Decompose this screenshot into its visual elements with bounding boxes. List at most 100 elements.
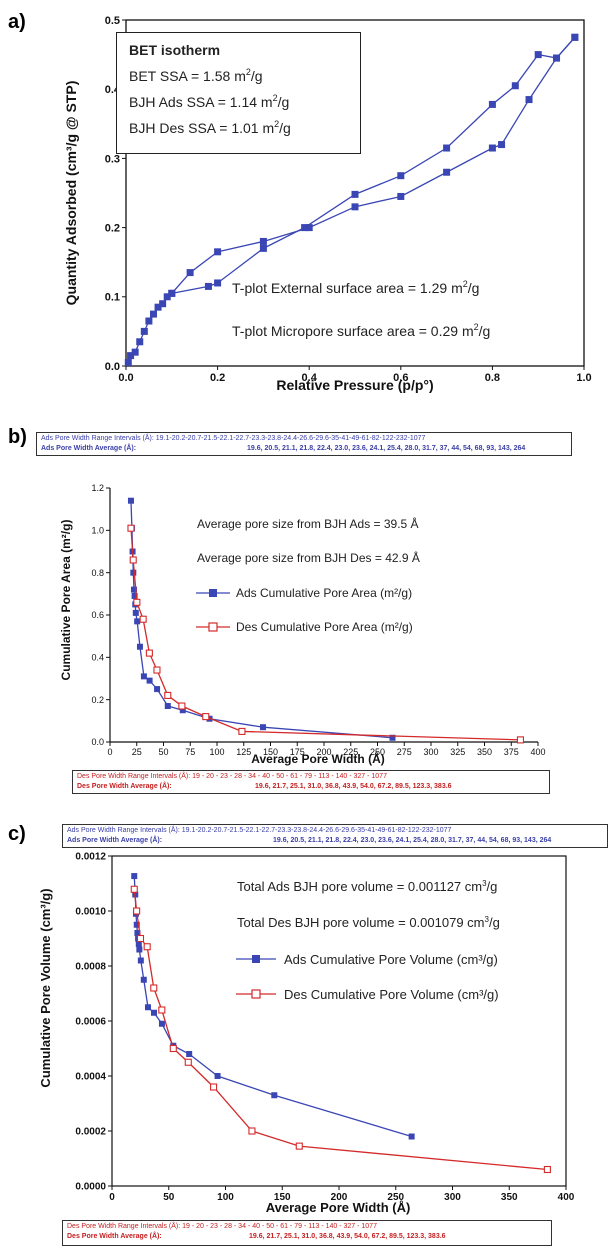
adsorption-branch-point — [136, 338, 144, 346]
desorption-branch-point — [259, 244, 267, 252]
bet-box-title: BET isotherm — [129, 42, 220, 58]
adsorption-branch-point — [149, 310, 157, 318]
legend-des-label: Des Cumulative Pore Volume (cm³/g) — [284, 987, 499, 1002]
y-axis-title: Cumulative Pore Volume (cm³/g) — [38, 888, 53, 1087]
x-tick-label: 375 — [504, 747, 519, 757]
y-tick-label: 0.0 — [91, 737, 104, 747]
legend-des-marker — [208, 622, 218, 632]
bet-isotherm-chart: a) 0.0 0.2 0.4 0.6 0.8 1.00.00.10.20.30.40.5 … — [8, 11, 592, 393]
ads-cumulative-area-point — [164, 703, 171, 710]
bet-summary-box: BET isotherm BET SSA = 1.58 m2/g BJH Ads… — [116, 32, 361, 154]
legend-ads-label: Ads Cumulative Pore Area (m²/g) — [236, 586, 412, 600]
y-tick-label: 0.0004 — [75, 1072, 106, 1083]
ads-cumulative-area-point — [154, 686, 161, 693]
adsorption-branch-point — [498, 141, 506, 149]
ads-cumulative-area-point — [140, 673, 147, 680]
desorption-branch-point — [214, 279, 222, 287]
ads-cumulative-volume-point — [408, 1133, 415, 1140]
legend-des-label: Des Cumulative Pore Area (m²/g) — [236, 620, 413, 634]
legend-ads-marker — [252, 955, 260, 963]
des-cumulative-volume-point — [133, 907, 141, 915]
tplot-external-annotation: T-plot External surface area = 1.29 m2/g — [232, 279, 479, 296]
ads-average-line: Ads Pore Width Average (Å): 19.6, 20.5, 2… — [41, 445, 526, 452]
plot-frame — [111, 855, 567, 1187]
adsorption-branch-point — [140, 327, 148, 335]
ads-cumulative-volume-point — [135, 941, 142, 947]
adsorption-branch-point — [525, 96, 533, 104]
x-tick-label: 125 — [236, 747, 251, 757]
y-axis-title: Cumulative Pore Area (m²/g) — [59, 520, 73, 681]
des-cumulative-area-point — [238, 727, 246, 735]
ads-cumulative-volume-point — [150, 1009, 157, 1016]
ads-cumulative-volume-point — [137, 957, 144, 964]
adsorption-branch-point — [351, 203, 359, 211]
x-tick-label: 250 — [370, 747, 385, 757]
desorption-branch-point — [301, 224, 309, 232]
x-axis-title: Relative Pressure (p/p°) — [276, 377, 433, 393]
pore-volume-chart: c) 0 50 100 150 200 250 300 350 400 0.0000 0.0002 0… — [8, 823, 575, 1215]
x-axis-title: Average Pore Width (Å) — [266, 1200, 411, 1215]
avg-pore-des-annotation: Average pore size from BJH Des = 42.9 Å — [197, 550, 420, 565]
x-tick-label: 0.4 — [302, 372, 318, 384]
panel-letter-c: c) — [8, 823, 26, 845]
des-cumulative-area-point — [139, 615, 147, 623]
ads-cumulative-volume-point — [144, 1004, 151, 1011]
y-tick-label: 0.0008 — [75, 962, 106, 973]
ads-cumulative-area-point — [130, 569, 137, 576]
legend: Ads Cumulative Pore Area (m²/g) Des Cumu… — [196, 586, 413, 634]
avg-pore-ads-annotation: Average pore size from BJH Ads = 39.5 Å — [197, 516, 419, 531]
des-pore-width-box: Des Pore Width Range Intervals (Å): 19 -… — [72, 770, 550, 794]
desorption-branch-point — [511, 82, 519, 90]
des-cumulative-area-point — [202, 713, 210, 721]
x-tick-label: 0.0 — [118, 372, 133, 384]
x-tick-label: 0 — [109, 1192, 115, 1203]
des-cumulative-area-point — [164, 691, 172, 699]
y-tick-label: 1.2 — [91, 483, 104, 493]
x-tick-label: 75 — [185, 747, 195, 757]
x-tick-label: 200 — [331, 1192, 348, 1203]
panel-b: b) 0 25 50 75 100 125 150 175 200 225 250 275 300 325… — [0, 400, 610, 798]
x-tick-label: 150 — [263, 747, 278, 757]
ads-cumulative-area-point — [127, 497, 134, 504]
des-average-line: Des Pore Width Average (Å): 19.6, 21.7, 2… — [77, 783, 452, 790]
ads-cumulative-volume-point — [158, 1020, 165, 1027]
ads-cumulative-volume-point — [133, 921, 140, 928]
panel-a: a) 0.0 0.2 0.4 0.6 0.8 1.0 0.0 0.1 0.2 0.3 0.4 0.5 … — [0, 0, 610, 400]
ads-range-line: Ads Pore Width Range Intervals (Å): 19.1… — [67, 827, 452, 834]
x-tick-label: 250 — [387, 1192, 404, 1203]
ads-cumulative-area-point — [131, 592, 138, 599]
des-cumulative-volume-point — [543, 1165, 551, 1174]
x-tick-label: 400 — [530, 747, 545, 757]
ads-cumulative-area-point — [134, 618, 141, 625]
adsorption-branch-point — [305, 224, 313, 232]
des-cumulative-volume-point — [210, 1083, 218, 1091]
x-tick-label: 50 — [158, 747, 168, 757]
panel-letter-a: a) — [8, 11, 26, 33]
x-tick-label: 0.2 — [210, 372, 225, 384]
desorption-branch-point — [534, 51, 542, 59]
y-tick-label: 0.0006 — [75, 1017, 106, 1028]
x-tick-label: 150 — [274, 1192, 291, 1203]
adsorption-branch-point — [154, 303, 162, 311]
pore-area-chart: b) 0 25 50 75 100 125 150 175 200 225 250 275 300 325… — [8, 426, 546, 766]
adsorption-branch-point — [488, 144, 496, 152]
ads-cumulative-volume-point — [131, 873, 138, 880]
ads-cumulative-volume-point — [186, 1051, 193, 1057]
des-cumulative-area-point — [145, 649, 153, 657]
y-tick-label: 0.5 — [105, 15, 120, 27]
legend-des-marker — [251, 989, 261, 999]
ads-cumulative-area-point — [389, 734, 396, 741]
desorption-branch-point — [488, 100, 496, 108]
des-cumulative-volume-point — [130, 885, 138, 893]
adsorption-branch-point — [397, 192, 405, 200]
des-cumulative-volume-line — [133, 889, 548, 1171]
plot-frame — [125, 19, 585, 367]
y-tick-label: 0.1 — [105, 292, 120, 304]
y-tick-label: 1.0 — [91, 525, 104, 535]
y-tick-label: 0.2 — [105, 222, 120, 234]
x-tick-label: 25 — [132, 747, 142, 757]
total-des-volume-annotation: Total Des BJH pore volume = 0.001079 cm3… — [237, 915, 500, 930]
des-cumulative-area-point — [516, 736, 525, 744]
y-tick-label: 0.0010 — [75, 907, 106, 918]
x-tick-label: 225 — [343, 747, 358, 757]
